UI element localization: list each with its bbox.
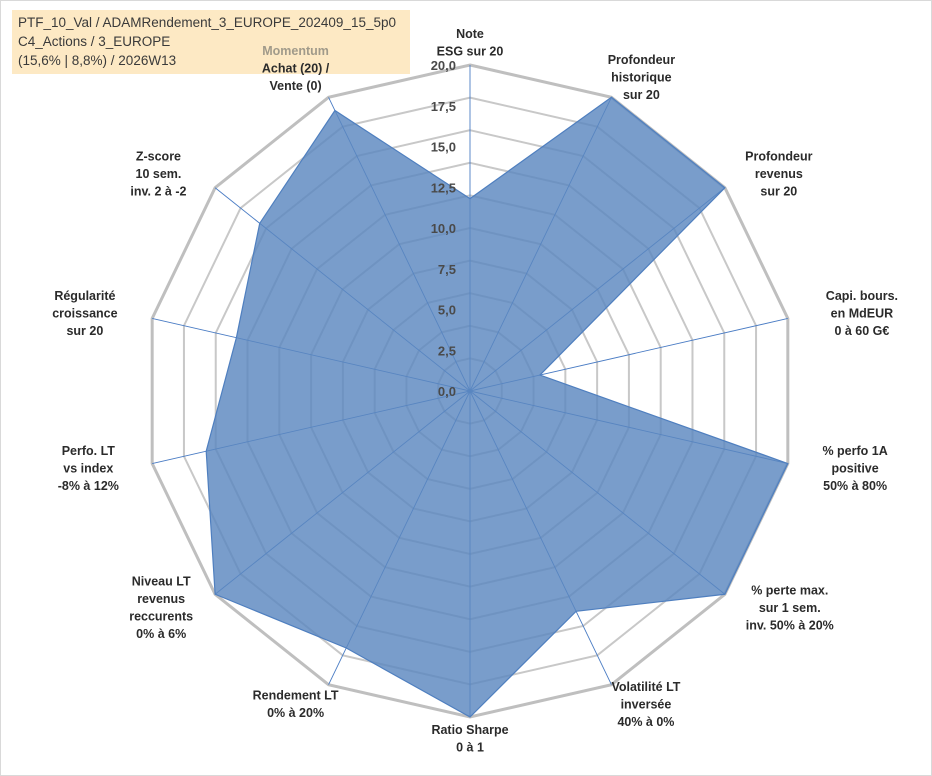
axis-label: Ratio Sharpe 0 à 1 — [431, 723, 508, 755]
axis-label: Note ESG sur 20 — [437, 27, 504, 59]
axis-label: % perte max. sur 1 sem. inv. 50% à 20% — [746, 583, 834, 632]
radar-tick-labels: 0,0 2,5 5,0 7,5 10,0 12,5 15,0 17,5 20,0 — [431, 58, 456, 399]
info-line-category: C4_Actions / 3_EUROPE — [18, 34, 171, 49]
axis-label: % perfo 1A positive 50% à 80% — [822, 444, 887, 493]
radial-tick-label: 12,5 — [431, 180, 456, 195]
axis-label: Régularité croissance sur 20 — [52, 289, 117, 338]
radial-tick-label: 15,0 — [431, 140, 456, 155]
radial-tick-label: 5,0 — [438, 303, 456, 318]
radial-tick-label: 20,0 — [431, 58, 456, 73]
axis-label: Z-score 10 sem. inv. 2 à -2 — [130, 149, 186, 198]
axis-label: Rendement LT 0% à 20% — [253, 689, 339, 721]
radial-tick-label: 17,5 — [431, 99, 456, 114]
axis-label: Profondeur historique sur 20 — [608, 53, 675, 102]
axis-label: Achat (20) / Vente (0) — [262, 62, 330, 94]
momentum-label: Momentum — [262, 44, 329, 58]
axis-label: Capi. bours. en MdEUR 0 à 60 G€ — [826, 289, 898, 338]
info-box: PTF_10_Val / ADAMRendement_3_EUROPE_2024… — [12, 10, 410, 74]
info-line-stats: (15,6% | 8,8%) / 2026W13 — [18, 53, 177, 68]
axis-label: Volatilité LT inversée 40% à 0% — [611, 680, 680, 729]
radial-tick-label: 10,0 — [431, 221, 456, 236]
axis-label: Profondeur revenus sur 20 — [745, 149, 812, 198]
series-area — [205, 96, 789, 718]
radar-axis-labels: Note ESG sur 20 Profondeur historique sur 20… — [52, 27, 898, 755]
info-line-portfolio: PTF_10_Val / ADAMRendement_3_EUROPE_2024… — [18, 15, 396, 30]
axis-label: Perfo. LT vs index -8% à 12% — [58, 444, 119, 493]
axis-label: Niveau LT revenus reccurents 0% à 6% — [129, 575, 193, 642]
radial-tick-label: 7,5 — [438, 262, 456, 277]
radial-tick-label: 0,0 — [438, 384, 456, 399]
radial-tick-label: 2,5 — [438, 343, 456, 358]
radar-series — [205, 96, 789, 718]
